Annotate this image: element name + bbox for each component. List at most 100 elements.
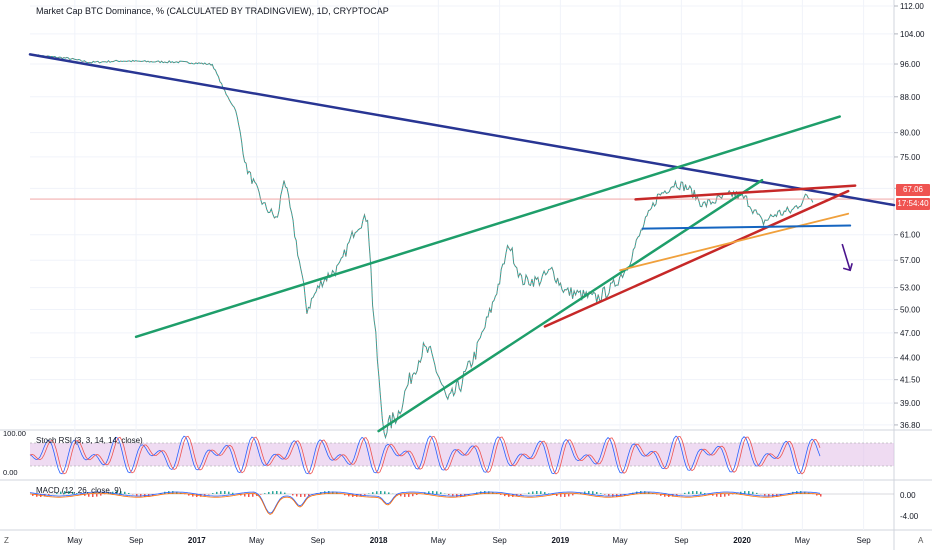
macd-histogram-bar <box>592 491 594 494</box>
macd-histogram-bar <box>212 493 214 494</box>
macd-histogram-bar <box>376 491 378 494</box>
down-arrow-shaft[interactable] <box>841 243 851 271</box>
macd-histogram-bar <box>208 494 210 495</box>
stoch-rsi-pane[interactable]: 100.00 0.00 <box>3 429 894 477</box>
macd-histogram-bar <box>192 494 194 497</box>
y-tick-label: 53.00 <box>900 284 921 293</box>
macd-histogram-bar <box>128 492 130 494</box>
channel-lower-line[interactable] <box>377 178 764 433</box>
macd-histogram-bar <box>596 491 598 494</box>
stoch-rsi-d-line <box>29 435 821 475</box>
x-tick-label: May <box>795 536 810 545</box>
x-tick-label: May <box>67 536 82 545</box>
macd-histogram-bar <box>300 494 302 497</box>
macd-histogram-bar <box>412 494 414 497</box>
macd-histogram-bar <box>768 494 770 497</box>
macd-histogram-bar <box>404 494 406 497</box>
macd-histogram-bar <box>612 494 614 497</box>
macd-histogram-bar <box>716 494 718 497</box>
macd-histogram-bar <box>372 492 374 494</box>
auto-scale-button[interactable]: A <box>918 536 924 545</box>
y-tick-label: 44.00 <box>900 354 921 363</box>
macd-histogram-bar <box>436 491 438 494</box>
y-tick-label: 36.80 <box>900 421 921 430</box>
macd-histogram-bar <box>820 494 822 497</box>
macd-histogram-bar <box>32 494 34 496</box>
macd-histogram-bar <box>332 491 334 494</box>
macd-histogram-bar <box>700 491 702 494</box>
macd-histogram-bar <box>108 492 110 494</box>
chart-title: Market Cap BTC Dominance, % (CALCULATED … <box>36 6 389 16</box>
macd-histogram-bar <box>588 491 590 494</box>
wedge-lower-line[interactable] <box>543 189 850 328</box>
macd-histogram-bar <box>64 491 66 494</box>
macd-histogram-bar <box>520 494 522 496</box>
y-tick-label: 80.00 <box>900 129 921 138</box>
x-tick-label: May <box>613 536 628 545</box>
orange-trend-line[interactable] <box>619 212 850 272</box>
macd-histogram-bar <box>580 492 582 494</box>
y-tick-label: 96.00 <box>900 60 921 69</box>
macd-histogram-bar <box>528 492 530 494</box>
macd-histogram-bar <box>172 491 174 494</box>
macd-histogram-bar <box>692 491 694 494</box>
macd-histogram-bar <box>36 494 38 497</box>
macd-histogram-bar <box>120 491 122 494</box>
macd-histogram-bar <box>676 494 678 496</box>
support-line[interactable] <box>641 224 852 230</box>
macd-histogram-bar <box>816 494 818 496</box>
x-tick-label: Sep <box>311 536 326 545</box>
macd-histogram-bar <box>536 491 538 494</box>
macd-histogram-bar <box>244 494 246 497</box>
macd-histogram-bar <box>304 494 306 497</box>
price-series-down-candles <box>36 54 814 439</box>
macd-histogram-bar <box>500 494 502 495</box>
macd-histogram-bar <box>560 494 562 497</box>
y-tick-label: 50.00 <box>900 306 921 315</box>
macd-histogram-bar <box>296 494 298 497</box>
price-pane[interactable] <box>28 53 896 440</box>
macd-histogram-bar <box>252 494 254 497</box>
macd-histogram-bar <box>308 494 310 497</box>
stoch-rsi-k-line <box>29 435 821 475</box>
wedge-upper-line[interactable] <box>634 184 857 201</box>
down-arrow-head[interactable] <box>842 263 853 272</box>
zoom-corner-button[interactable]: Z <box>4 536 9 545</box>
y-tick-label: 88.00 <box>900 93 921 102</box>
macd-histogram-bar <box>428 491 430 494</box>
macd-histogram-bar <box>504 494 506 497</box>
macd-histogram-bar <box>432 491 434 494</box>
macd-histogram-bar <box>672 494 674 497</box>
macd-histogram-bar <box>100 494 102 496</box>
y-tick-label: 41.50 <box>900 376 921 385</box>
macd-signal-line <box>29 492 821 515</box>
macd-histogram-bar <box>116 491 118 494</box>
macd-histogram-bar <box>188 494 190 496</box>
y-tick-label: 75.00 <box>900 153 921 162</box>
macd-histogram-bar <box>92 494 94 497</box>
macd-histogram-bar <box>452 494 454 497</box>
macd-histogram-bar <box>564 494 566 497</box>
macd-histogram-bar <box>544 492 546 494</box>
macd-tick-label: 0.00 <box>900 491 916 500</box>
channel-upper-line[interactable] <box>134 115 841 339</box>
macd-histogram-bar <box>228 491 230 494</box>
macd-histogram-bar <box>84 494 86 496</box>
macd-histogram-bar <box>388 492 390 494</box>
macd-tick-label: -4.00 <box>900 512 919 521</box>
macd-pane[interactable]: 0.00 -4.00 <box>29 491 919 521</box>
downtrend-line[interactable] <box>28 53 896 207</box>
macd-histogram-bar <box>220 491 222 494</box>
macd-histogram-bar <box>532 491 534 494</box>
macd-histogram-bar <box>284 492 286 494</box>
macd-histogram-bar <box>280 491 282 494</box>
macd-label: MACD (12, 26, close, 9) <box>36 486 122 495</box>
macd-histogram-bar <box>696 491 698 494</box>
macd-histogram-bar <box>664 494 666 497</box>
y-tick-label: 104.00 <box>900 30 925 39</box>
x-tick-label: Sep <box>674 536 689 545</box>
macd-histogram-bar <box>232 492 234 494</box>
macd-histogram-bar <box>364 494 366 495</box>
macd-histogram-bar <box>224 491 226 494</box>
